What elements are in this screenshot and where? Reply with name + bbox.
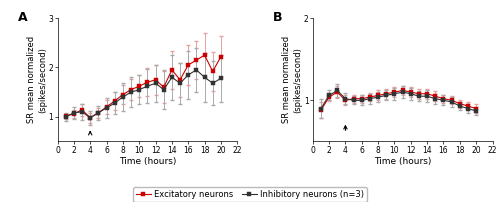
Y-axis label: SR mean normalized
(spikes/second): SR mean normalized (spikes/second) bbox=[27, 36, 47, 123]
Y-axis label: SR mean normalized
(spikes/second): SR mean normalized (spikes/second) bbox=[282, 36, 302, 123]
Legend: Excitatory neurons, Inhibitory neurons (n=3): Excitatory neurons, Inhibitory neurons (… bbox=[133, 187, 367, 202]
Text: B: B bbox=[273, 11, 282, 24]
X-axis label: Time (hours): Time (hours) bbox=[374, 157, 432, 166]
X-axis label: Time (hours): Time (hours) bbox=[118, 157, 176, 166]
Text: A: A bbox=[18, 11, 28, 24]
